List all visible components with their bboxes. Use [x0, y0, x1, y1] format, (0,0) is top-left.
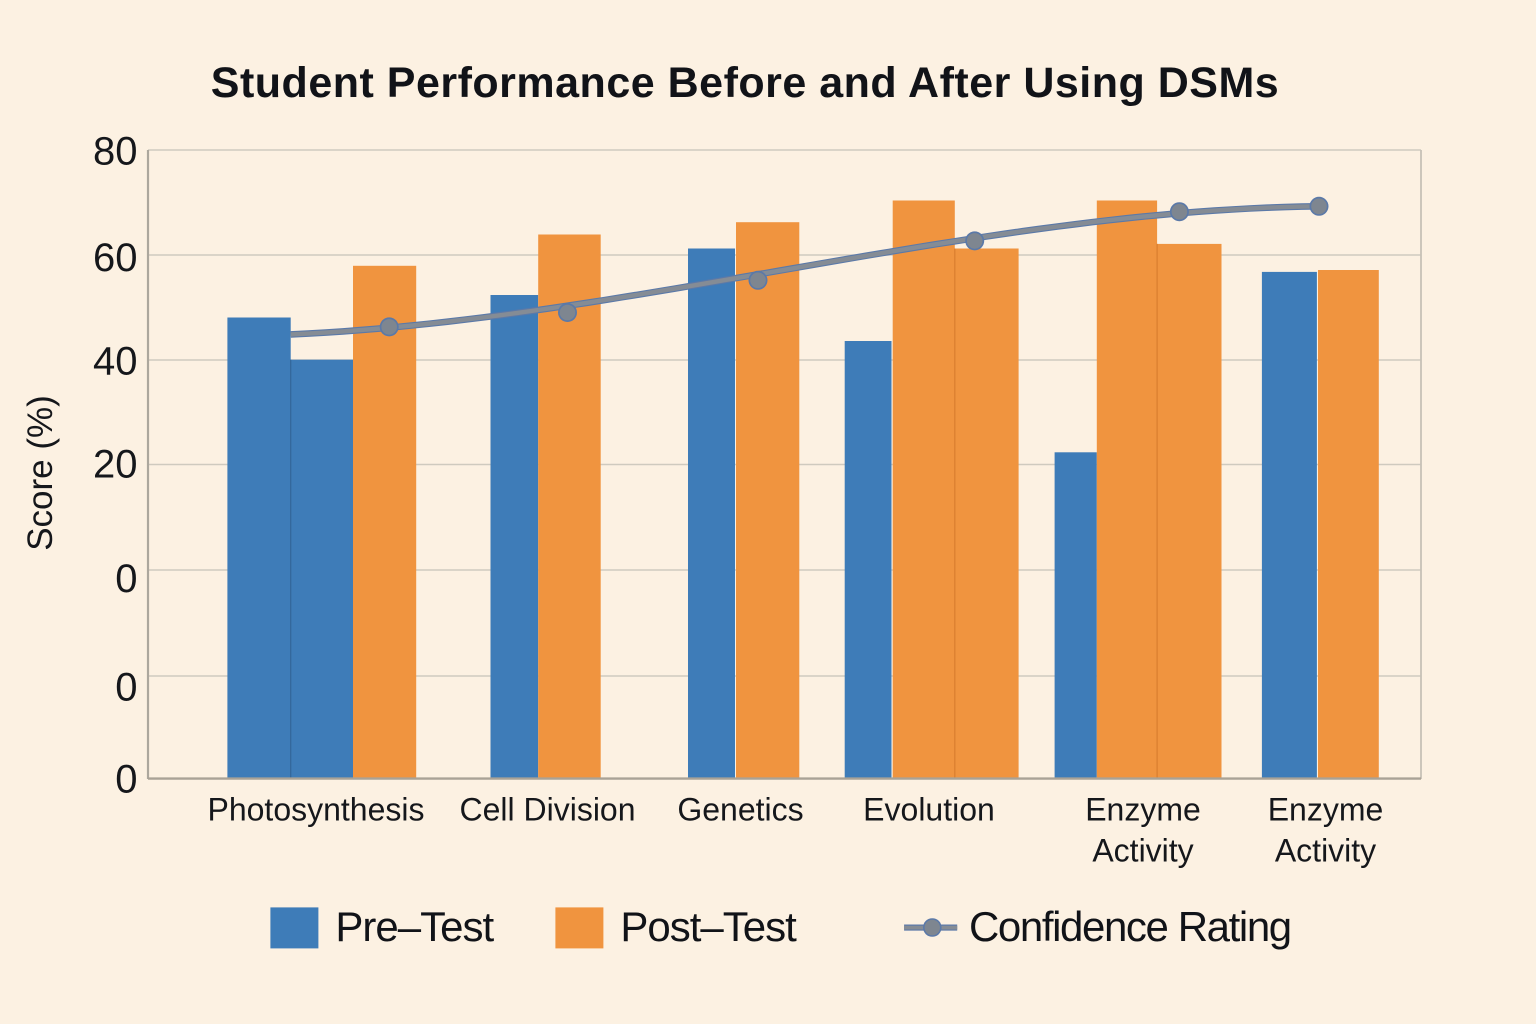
svg-text:0: 0: [115, 665, 137, 709]
svg-text:Post–Test: Post–Test: [620, 903, 797, 950]
svg-text:Enzyme: Enzyme: [1268, 792, 1384, 828]
svg-text:Photosynthesis: Photosynthesis: [207, 792, 424, 828]
svg-text:Cell Division: Cell Division: [459, 792, 635, 828]
svg-text:20: 20: [93, 442, 138, 486]
svg-text:Activity: Activity: [1092, 833, 1193, 869]
svg-text:Student Performance Before and: Student Performance Before and After Usi…: [211, 59, 1279, 107]
svg-text:80: 80: [93, 130, 138, 174]
svg-text:0: 0: [115, 557, 137, 601]
svg-text:Evolution: Evolution: [863, 792, 995, 828]
svg-text:Genetics: Genetics: [677, 792, 803, 828]
svg-text:Score (%): Score (%): [21, 395, 60, 551]
svg-text:Confidence Rating: Confidence Rating: [969, 903, 1291, 950]
svg-text:0: 0: [115, 758, 137, 802]
svg-text:Pre–Test: Pre–Test: [335, 903, 494, 950]
svg-text:40: 40: [93, 339, 138, 383]
svg-text:Activity: Activity: [1275, 833, 1376, 869]
svg-text:60: 60: [93, 236, 138, 280]
svg-text:Enzyme: Enzyme: [1085, 792, 1201, 828]
